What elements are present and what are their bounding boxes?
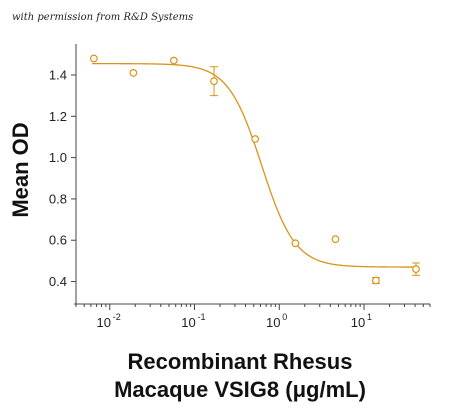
plot-axes	[74, 44, 430, 305]
data-point	[129, 69, 138, 77]
y-tick-label: 0.8	[49, 191, 67, 206]
x-tick-label: 10	[96, 315, 110, 330]
data-point	[291, 239, 300, 248]
data-point	[251, 135, 260, 143]
x-tick-exponent: 0	[282, 312, 287, 322]
y-tick-label: 1.4	[49, 67, 67, 82]
y-tick-label: 1.2	[49, 109, 67, 124]
credit-text: with permission from R&D Systems	[12, 12, 193, 23]
fit-curve-group	[92, 62, 417, 268]
x-tick-label: 10	[351, 315, 365, 330]
x-axis-title-line-1: Recombinant Rhesus	[128, 349, 353, 374]
data-point	[210, 77, 218, 86]
y-axis-title: Mean OD	[8, 122, 33, 217]
x-tick-exponent: 1	[367, 312, 372, 322]
y-tick-label: 1.0	[49, 150, 67, 165]
x-tick-label: 10	[181, 315, 195, 330]
fit-curve	[92, 62, 417, 268]
y-tick-label: 0.4	[49, 274, 67, 289]
x-tick-exponent: -2	[113, 312, 121, 322]
data-point	[169, 56, 178, 65]
data-points	[89, 54, 420, 285]
data-point	[412, 265, 420, 274]
data-point	[89, 54, 98, 63]
x-tick-label: 10	[266, 315, 280, 330]
data-point	[371, 276, 380, 285]
y-tick-label: 0.6	[49, 233, 67, 248]
x-tick-exponent: -1	[198, 312, 206, 322]
axis-ticks: 0.40.60.81.01.21.410 -2 10 -1 10 0 10 1	[49, 67, 431, 330]
data-point	[331, 235, 340, 244]
x-axis-title-line-2: Macaque VSIG8 (μg/mL)	[114, 377, 366, 402]
